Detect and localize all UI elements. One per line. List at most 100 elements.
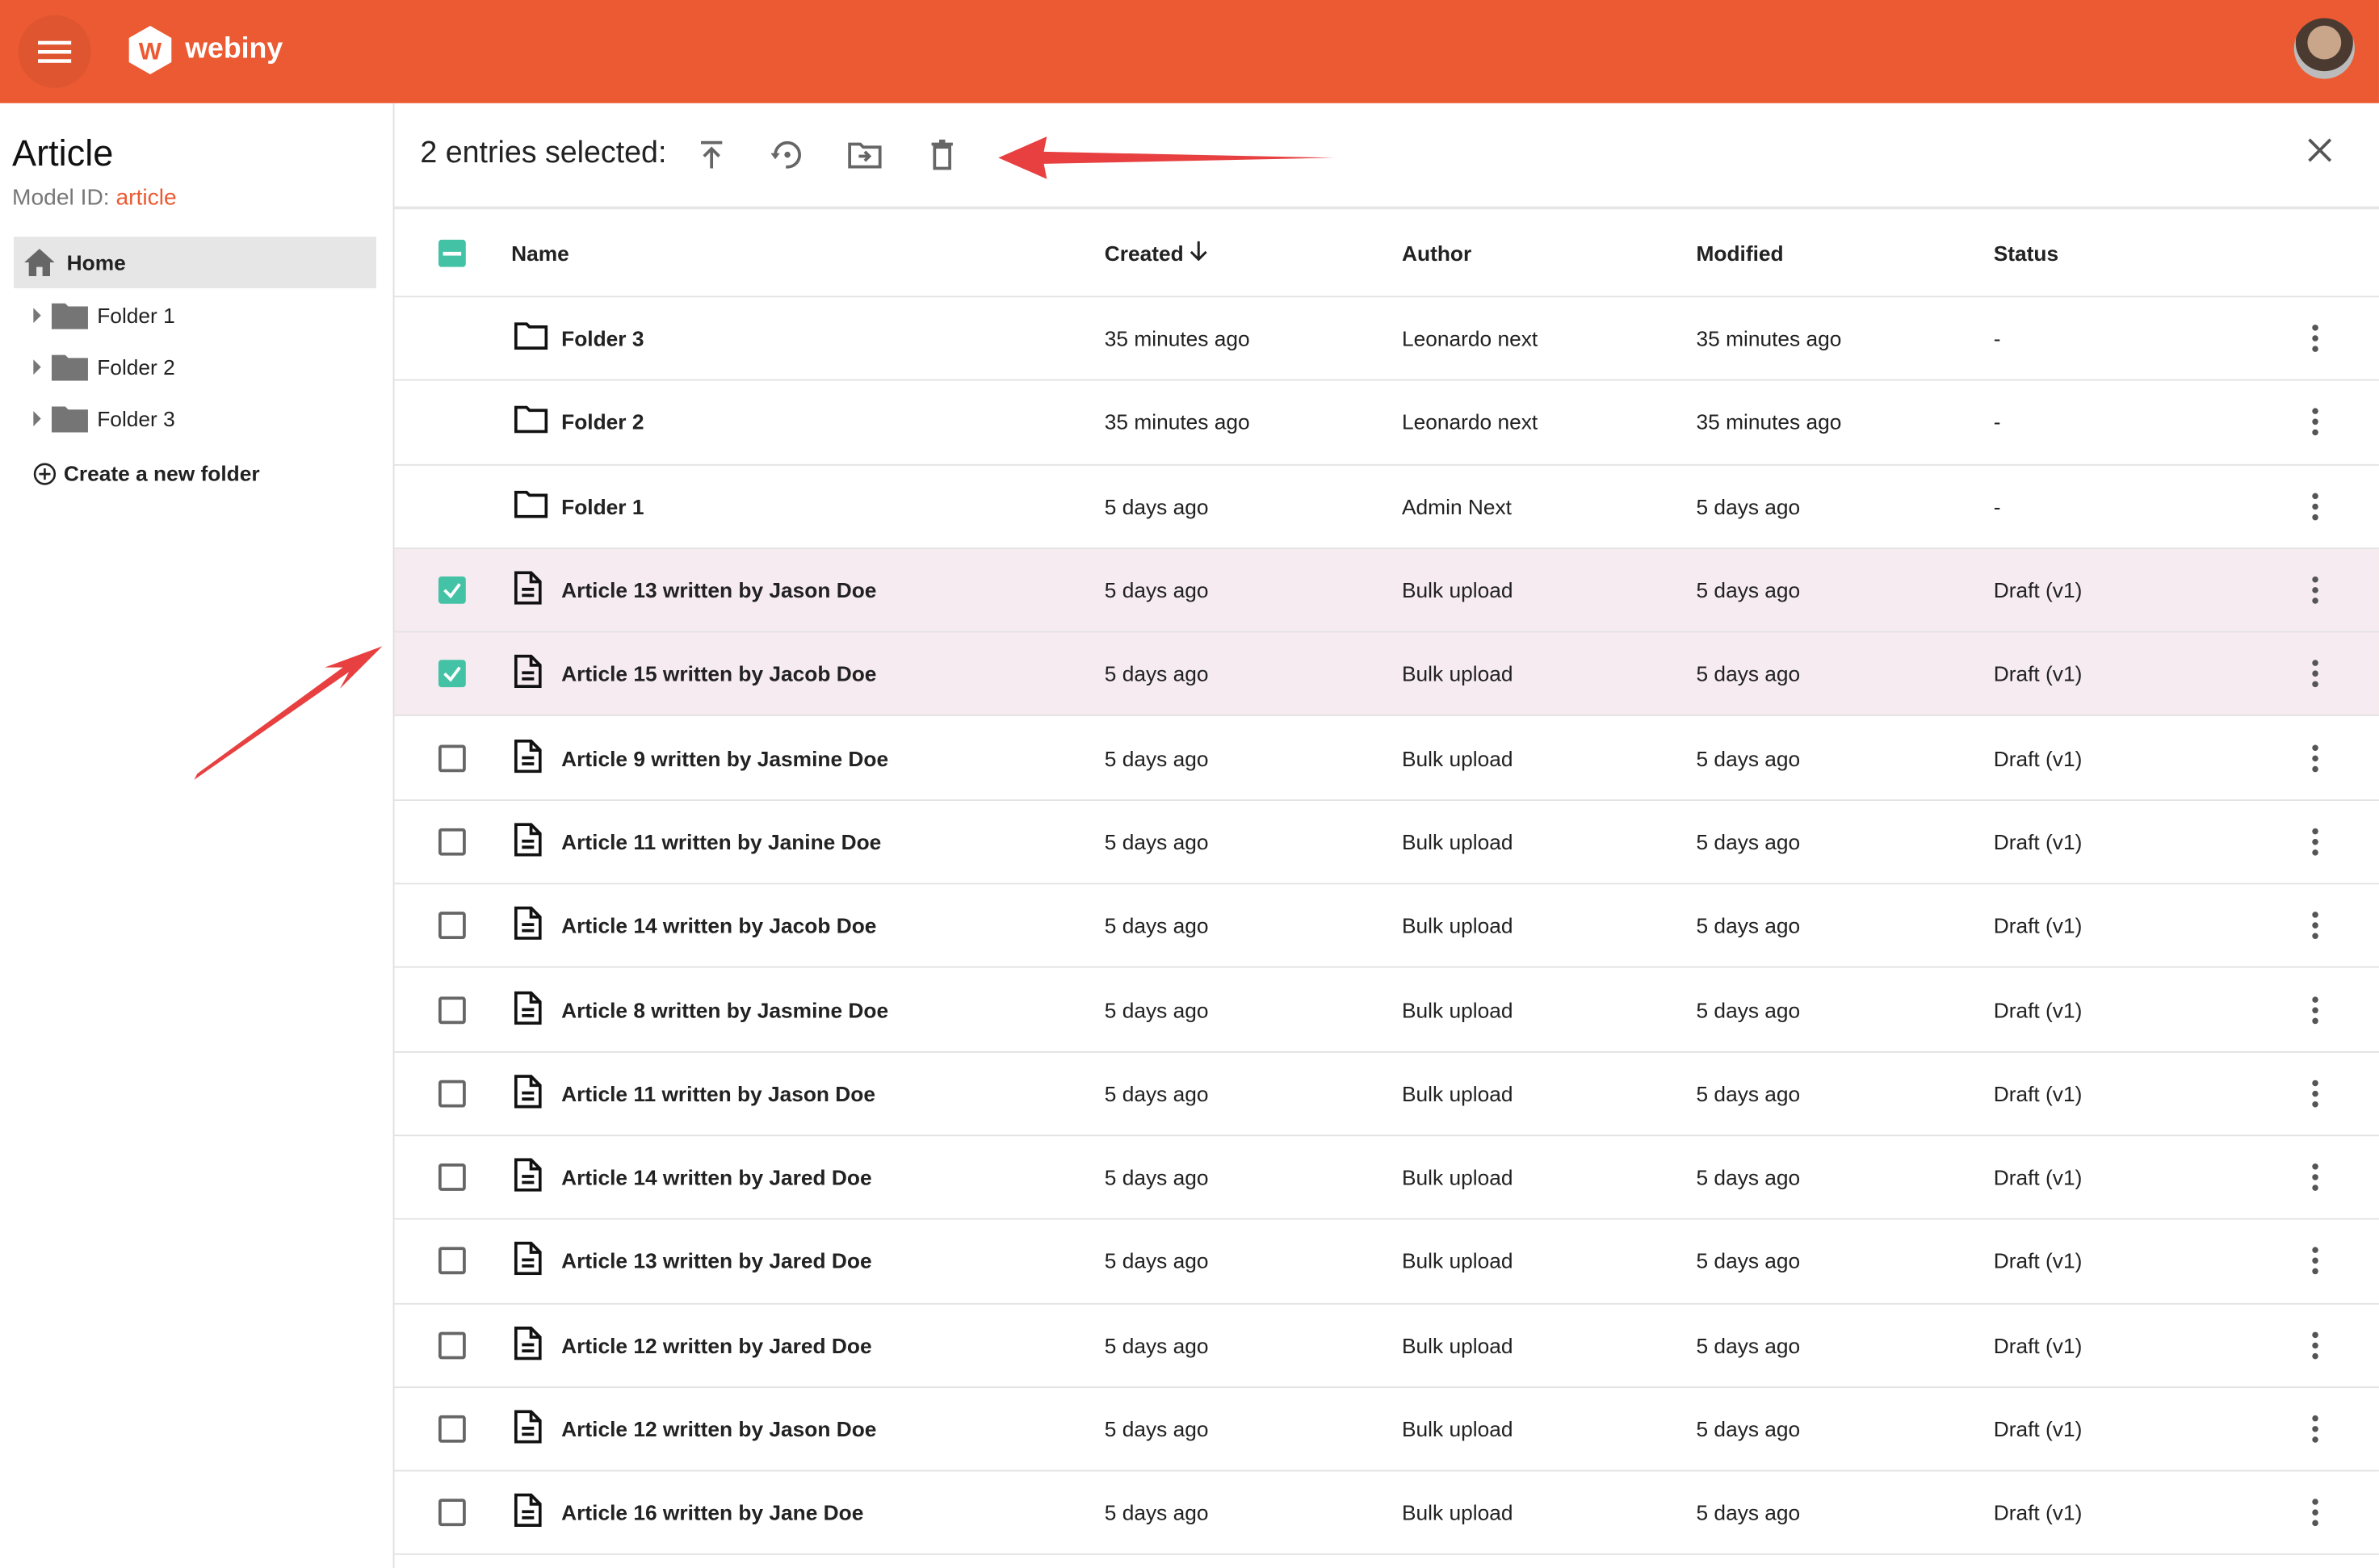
more-options-icon[interactable]: [2310, 912, 2322, 940]
table-row[interactable]: Article 15 written by Jacob Doe 5 days a…: [394, 632, 2379, 717]
home-icon: [24, 249, 55, 276]
row-status: -: [1993, 410, 2001, 435]
more-options-icon[interactable]: [2310, 996, 2322, 1024]
row-checkbox[interactable]: [438, 660, 466, 688]
row-name[interactable]: Article 11 written by Jason Doe: [561, 1081, 876, 1106]
document-icon: [514, 655, 542, 693]
more-options-icon[interactable]: [2310, 828, 2322, 856]
restore-icon[interactable]: [768, 136, 804, 173]
document-icon: [514, 823, 542, 861]
row-created: 35 minutes ago: [1104, 326, 1250, 351]
header-modified[interactable]: Modified: [1696, 240, 1784, 265]
table-row[interactable]: Article 13 written by Jason Doe 5 days a…: [394, 548, 2379, 633]
user-avatar[interactable]: [2293, 18, 2355, 79]
row-name[interactable]: Article 14 written by Jared Doe: [561, 1165, 872, 1190]
table-row[interactable]: Article 14 written by Jacob Doe 5 days a…: [394, 884, 2379, 969]
more-options-icon[interactable]: [2310, 744, 2322, 772]
row-checkbox[interactable]: [438, 912, 466, 940]
create-folder-label: Create a new folder: [63, 461, 260, 486]
header-status[interactable]: Status: [1993, 240, 2059, 265]
create-folder-button[interactable]: Create a new folder: [33, 461, 260, 486]
publish-icon[interactable]: [694, 136, 730, 173]
row-author: Bulk upload: [1402, 1500, 1513, 1525]
row-name[interactable]: Article 9 written by Jasmine Doe: [561, 745, 889, 770]
table-row[interactable]: Article 11 written by Janine Doe 5 days …: [394, 801, 2379, 885]
sidebar-item-folder-1[interactable]: Folder 1: [31, 293, 175, 338]
table-row[interactable]: Article 14 written by Jared Doe 5 days a…: [394, 1136, 2379, 1221]
close-icon[interactable]: [2306, 136, 2334, 164]
row-author: Bulk upload: [1402, 829, 1513, 854]
row-status: Draft (v1): [1993, 1081, 2083, 1106]
row-name[interactable]: Folder 1: [561, 493, 644, 519]
sidebar-item-home[interactable]: Home: [13, 237, 376, 288]
row-checkbox[interactable]: [438, 1080, 466, 1108]
header-author[interactable]: Author: [1402, 240, 1472, 265]
sidebar-item-folder-2[interactable]: Folder 2: [31, 344, 175, 389]
table-row[interactable]: Article 11 written by Jason Doe 5 days a…: [394, 1052, 2379, 1137]
row-checkbox[interactable]: [438, 1331, 466, 1359]
row-name[interactable]: Article 13 written by Jared Doe: [561, 1249, 872, 1274]
row-checkbox[interactable]: [438, 1247, 466, 1275]
table-row[interactable]: Folder 3 35 minutes ago Leonardo next 35…: [394, 297, 2379, 382]
webiny-logo[interactable]: W webiny: [128, 24, 283, 76]
more-options-icon[interactable]: [2310, 493, 2322, 520]
row-name[interactable]: Article 15 written by Jacob Doe: [561, 661, 877, 686]
row-modified: 5 days ago: [1696, 1332, 1801, 1357]
document-icon: [514, 1242, 542, 1281]
row-status: Draft (v1): [1993, 1500, 2083, 1525]
more-options-icon[interactable]: [2310, 1080, 2322, 1108]
hamburger-menu-button[interactable]: [18, 15, 91, 88]
document-icon: [514, 739, 542, 777]
row-name[interactable]: Article 14 written by Jacob Doe: [561, 913, 877, 938]
row-checkbox[interactable]: [438, 576, 466, 604]
table-row[interactable]: Article 8 written by Jasmine Doe 5 days …: [394, 968, 2379, 1053]
row-name[interactable]: Article 8 written by Jasmine Doe: [561, 997, 889, 1022]
more-options-icon[interactable]: [2310, 576, 2322, 604]
more-options-icon[interactable]: [2310, 1247, 2322, 1275]
more-options-icon[interactable]: [2310, 325, 2322, 353]
more-options-icon[interactable]: [2310, 1499, 2322, 1527]
row-author: Bulk upload: [1402, 1249, 1513, 1274]
row-name[interactable]: Folder 2: [561, 410, 644, 435]
row-name[interactable]: Article 11 written by Janine Doe: [561, 829, 882, 854]
table-row[interactable]: Article 16 written by Jane Doe 5 days ag…: [394, 1472, 2379, 1556]
row-name[interactable]: Article 13 written by Jason Doe: [561, 577, 877, 602]
row-modified: 5 days ago: [1696, 1500, 1801, 1525]
row-name[interactable]: Folder 3: [561, 326, 644, 351]
row-name[interactable]: Article 12 written by Jason Doe: [561, 1416, 877, 1441]
header-created[interactable]: Created: [1105, 240, 1208, 265]
more-options-icon[interactable]: [2310, 1415, 2322, 1443]
header-name[interactable]: Name: [511, 240, 569, 265]
row-author: Bulk upload: [1402, 1165, 1513, 1190]
table-row[interactable]: Article 13 written by Jared Doe 5 days a…: [394, 1220, 2379, 1304]
folder-icon: [51, 303, 88, 329]
row-checkbox[interactable]: [438, 744, 466, 772]
row-author: Admin Next: [1402, 493, 1512, 519]
delete-icon[interactable]: [924, 136, 960, 173]
table-row[interactable]: Article 9 written by Jasmine Doe 5 days …: [394, 717, 2379, 801]
more-options-icon[interactable]: [2310, 1163, 2322, 1192]
caret-right-icon[interactable]: [31, 359, 43, 375]
row-checkbox[interactable]: [438, 996, 466, 1024]
more-options-icon[interactable]: [2310, 1331, 2322, 1359]
table-row[interactable]: Article 12 written by Jared Doe 5 days a…: [394, 1304, 2379, 1388]
row-checkbox[interactable]: [438, 1163, 466, 1192]
bulk-action-bar: 2 entries selected:: [394, 103, 2379, 210]
arrow-down-icon: [1190, 240, 1207, 261]
table-row[interactable]: Folder 1 5 days ago Admin Next 5 days ag…: [394, 465, 2379, 549]
row-name[interactable]: Article 12 written by Jared Doe: [561, 1332, 872, 1357]
table-row[interactable]: Folder 2 35 minutes ago Leonardo next 35…: [394, 381, 2379, 466]
select-all-checkbox[interactable]: [438, 238, 466, 266]
row-checkbox[interactable]: [438, 828, 466, 856]
more-options-icon[interactable]: [2310, 409, 2322, 437]
row-checkbox[interactable]: [438, 1415, 466, 1443]
row-checkbox[interactable]: [438, 1499, 466, 1527]
move-to-folder-icon[interactable]: [846, 136, 883, 173]
row-status: Draft (v1): [1993, 829, 2083, 854]
table-row[interactable]: Article 12 written by Jason Doe 5 days a…: [394, 1388, 2379, 1472]
more-options-icon[interactable]: [2310, 660, 2322, 688]
caret-right-icon[interactable]: [31, 411, 43, 426]
row-name[interactable]: Article 16 written by Jane Doe: [561, 1500, 864, 1525]
sidebar-item-folder-3[interactable]: Folder 3: [31, 396, 175, 441]
caret-right-icon[interactable]: [31, 308, 43, 324]
